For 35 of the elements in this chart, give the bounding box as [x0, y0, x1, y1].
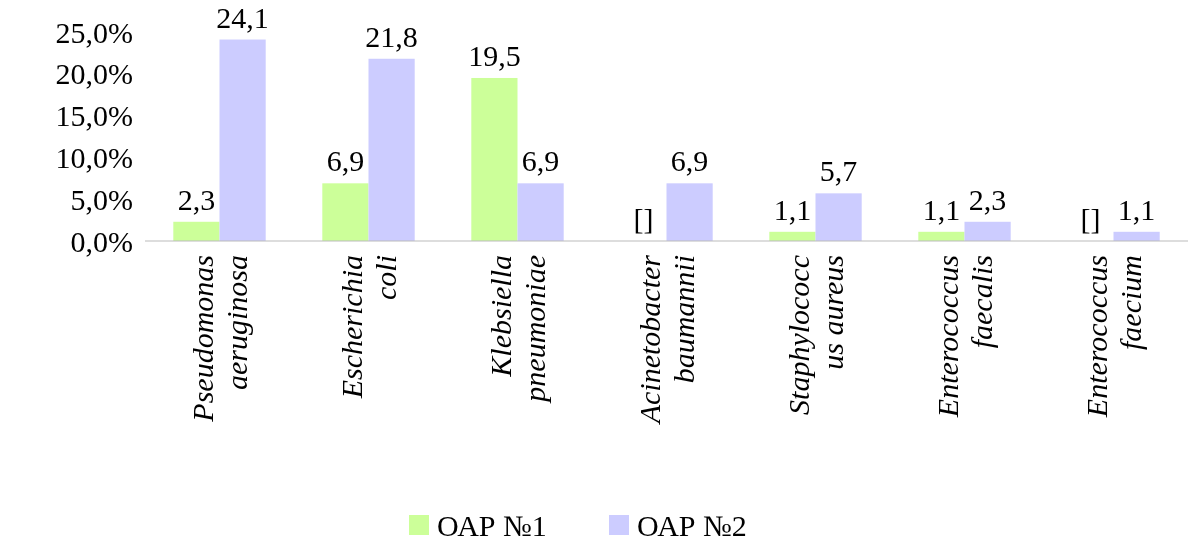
y-tick-label: 20,0%	[55, 57, 133, 91]
legend-label: ОАР №1	[437, 508, 547, 541]
bar	[173, 221, 220, 241]
data-label: 5,7	[819, 154, 858, 188]
data-label: 6,9	[670, 144, 709, 178]
data-label: 24,1	[216, 0, 269, 34]
bar	[322, 183, 369, 241]
x-tick-label: Enterococcus faecium	[1079, 255, 1147, 419]
y-tick-label: 5,0%	[70, 182, 133, 216]
bar	[815, 193, 862, 241]
data-label: 1,1	[773, 192, 812, 226]
bar	[219, 39, 266, 241]
bar	[368, 58, 415, 241]
data-label: []	[633, 202, 654, 235]
legend-label: ОАР №2	[637, 508, 747, 541]
bar	[517, 183, 564, 241]
x-tick-label: Enterococcus faecalis	[930, 255, 998, 419]
bar	[471, 77, 518, 241]
data-label: 21,8	[365, 19, 418, 53]
data-label: 19,5	[468, 38, 521, 72]
x-tick-label: Escherichia coli	[334, 255, 402, 400]
y-tick-label: 15,0%	[55, 99, 133, 133]
data-label: 1,1	[1117, 192, 1156, 226]
bar	[964, 221, 1011, 241]
data-label: 2,3	[177, 182, 216, 216]
y-tick-label: 25,0%	[55, 15, 133, 49]
data-label: 1,1	[922, 192, 961, 226]
x-tick-label: Pseudomonas aeruginosa	[185, 255, 253, 423]
data-label: 2,3	[968, 182, 1007, 216]
y-tick-label: 10,0%	[55, 140, 133, 174]
bar	[666, 183, 713, 241]
data-label: 6,9	[326, 144, 365, 178]
y-tick-label: 0,0%	[70, 224, 133, 258]
data-label: []	[1080, 202, 1101, 235]
data-label: 6,9	[521, 144, 560, 178]
